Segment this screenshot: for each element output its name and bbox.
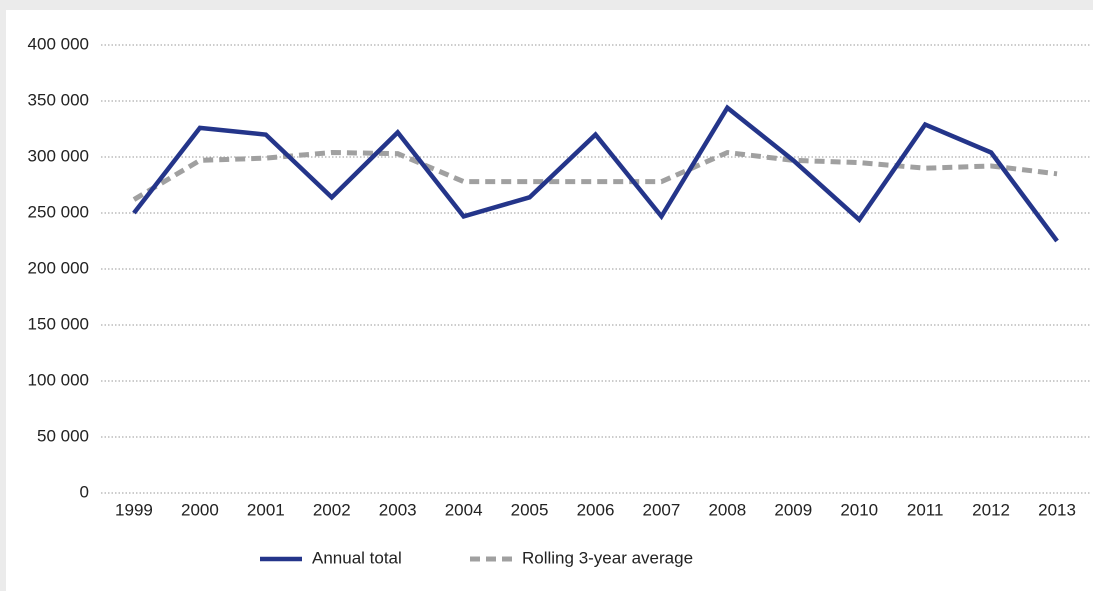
x-tick-label: 2006 bbox=[577, 500, 615, 519]
x-tick-label: 2012 bbox=[972, 500, 1010, 519]
x-tick-label: 2004 bbox=[445, 500, 483, 519]
y-tick-label: 350 000 bbox=[28, 90, 89, 109]
y-tick-label: 50 000 bbox=[37, 426, 89, 445]
x-tick-label: 2000 bbox=[181, 500, 219, 519]
x-tick-label: 2009 bbox=[774, 500, 812, 519]
legend-label: Annual total bbox=[312, 548, 402, 567]
x-tick-label: 2003 bbox=[379, 500, 417, 519]
x-tick-label: 2005 bbox=[511, 500, 549, 519]
x-tick-label: 2002 bbox=[313, 500, 351, 519]
x-tick-label: 2007 bbox=[643, 500, 681, 519]
x-tick-label: 2001 bbox=[247, 500, 285, 519]
chart-panel bbox=[6, 10, 1093, 591]
y-tick-label: 200 000 bbox=[28, 258, 89, 277]
y-tick-label: 100 000 bbox=[28, 370, 89, 389]
x-tick-label: 2011 bbox=[907, 500, 944, 519]
y-tick-label: 400 000 bbox=[28, 34, 89, 53]
x-tick-label: 2013 bbox=[1038, 500, 1076, 519]
x-tick-label: 2008 bbox=[708, 500, 746, 519]
y-tick-label: 0 bbox=[80, 482, 89, 501]
x-tick-label: 1999 bbox=[115, 500, 153, 519]
legend-label: Rolling 3-year average bbox=[522, 548, 693, 567]
series-line bbox=[132, 104, 1059, 243]
y-tick-label: 250 000 bbox=[28, 202, 89, 221]
y-tick-label: 300 000 bbox=[28, 146, 89, 165]
y-tick-label: 150 000 bbox=[28, 314, 89, 333]
x-tick-label: 2010 bbox=[840, 500, 878, 519]
